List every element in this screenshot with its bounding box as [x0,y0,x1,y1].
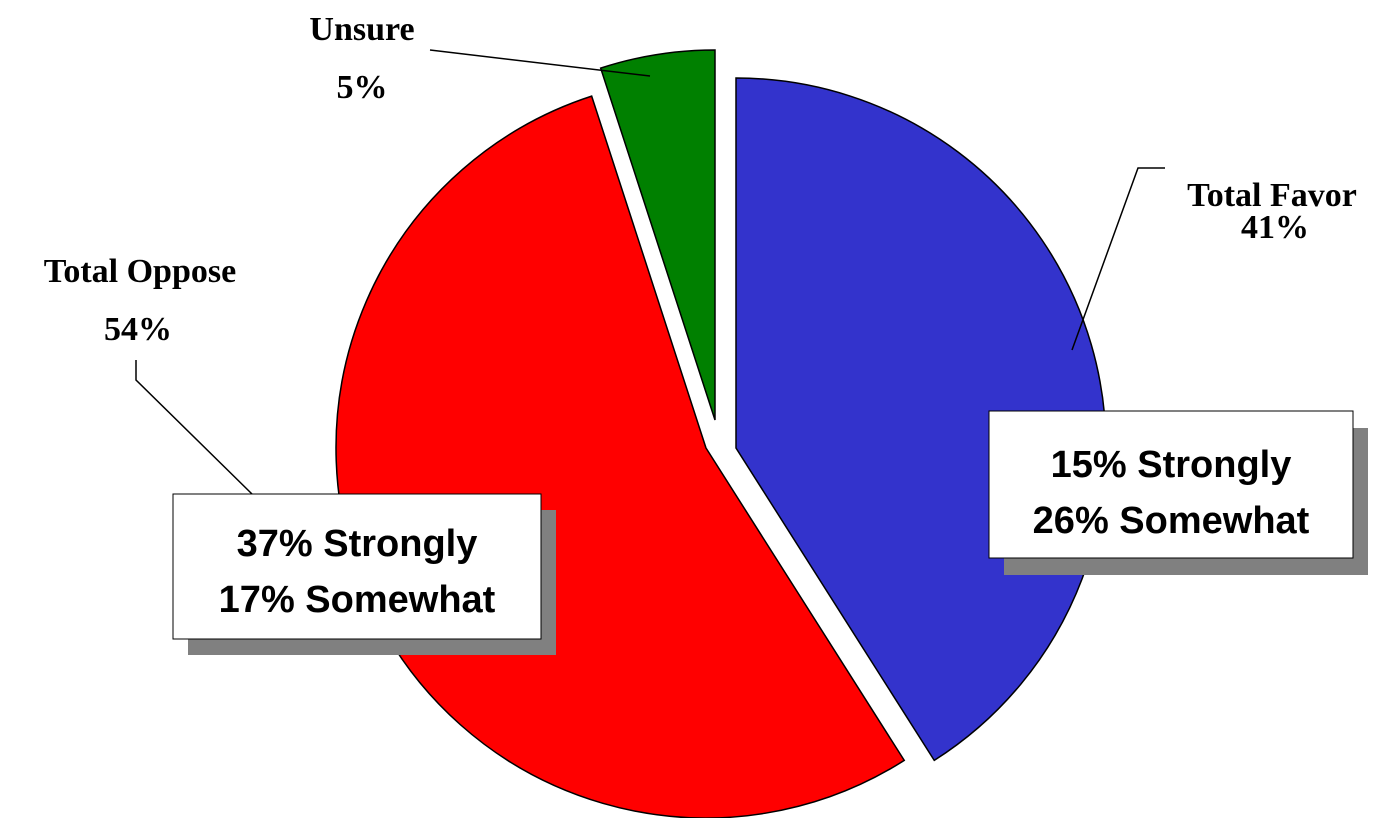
breakdown-line-strongly: 15% Strongly [1051,444,1292,486]
breakdown-box-panel [172,493,542,640]
slice-percent-unsure: 5% [337,69,388,106]
breakdown-box-total-favor: 15% Strongly 26% Somewhat [988,410,1368,575]
slice-label-total-oppose: Total Oppose [44,253,236,290]
breakdown-box-panel [988,410,1354,559]
breakdown-line-somewhat: 17% Somewhat [219,579,496,621]
slice-label-unsure: Unsure [309,11,414,48]
breakdown-line-strongly: 37% Strongly [237,523,478,565]
leader-line-total-oppose [135,360,253,495]
slice-percent-total-oppose: 54% [104,311,172,348]
breakdown-line-somewhat: 26% Somewhat [1033,500,1310,542]
leader-line-unsure [429,49,651,77]
breakdown-box-total-oppose: 37% Strongly 17% Somewhat [172,493,556,655]
pie-slice-total-favor [735,77,1107,762]
slice-label-total-favor: Total Favor [1187,177,1357,214]
leader-line-total-favor [1071,167,1165,351]
pie-slice-unsure [599,49,716,421]
slice-percent-total-favor: 41% [1241,209,1309,246]
